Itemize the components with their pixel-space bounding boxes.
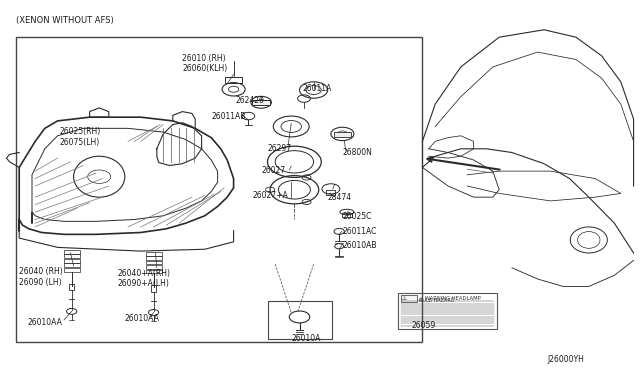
Text: 26010AA: 26010AA [125,314,159,323]
Text: 262420: 262420 [236,96,264,105]
Text: BULB HAZARD: BULB HAZARD [419,298,454,303]
Bar [146,265,162,269]
Text: ⚠: ⚠ [402,296,407,301]
Text: 26040+A(RH)
26090+A(LH): 26040+A(RH) 26090+A(LH) [117,269,170,288]
Text: 26010A: 26010A [291,334,321,343]
Text: J26000YH: J26000YH [547,355,584,364]
Bar [69,284,74,290]
Text: 26011AC: 26011AC [342,227,377,236]
Bar [146,256,162,260]
Text: 26025(RH)
26075(LH): 26025(RH) 26075(LH) [60,127,100,147]
Bar [326,190,335,195]
Text: (XENON WITHOUT AFS): (XENON WITHOUT AFS) [16,16,114,25]
Bar [16,37,422,342]
Text: 26011AB: 26011AB [211,112,246,121]
Text: △ WARNING HEADLAMP: △ WARNING HEADLAMP [419,295,481,300]
Bar [64,250,80,254]
Text: 26011A: 26011A [302,84,332,93]
Bar [401,295,417,302]
Bar [225,77,242,83]
Text: 26297: 26297 [268,144,292,153]
Text: 28474: 28474 [328,193,352,202]
Bar [398,293,497,329]
Text: 26800N: 26800N [342,148,372,157]
Bar [146,252,162,256]
Bar [64,254,80,258]
Ellipse shape [578,231,600,248]
Bar [268,301,332,339]
Bar [146,261,162,264]
Bar [252,100,270,105]
Text: 26059: 26059 [412,321,436,330]
Bar [334,132,351,137]
Bar [64,268,80,272]
Text: 26027+A: 26027+A [253,191,289,200]
Bar [151,285,156,292]
Bar [64,263,80,267]
Text: 26040 (RH)
26090 (LH): 26040 (RH) 26090 (LH) [19,267,63,287]
Ellipse shape [570,227,607,253]
Bar [64,259,80,263]
Bar [342,213,352,217]
Text: 26010 (RH)
26060(KLH): 26010 (RH) 26060(KLH) [182,54,228,73]
Text: 26010AA: 26010AA [28,318,62,327]
Text: 26025C: 26025C [342,212,372,221]
Text: 26027: 26027 [261,166,285,174]
Ellipse shape [74,156,125,197]
Bar [146,270,162,273]
Text: 26010AB: 26010AB [342,241,377,250]
